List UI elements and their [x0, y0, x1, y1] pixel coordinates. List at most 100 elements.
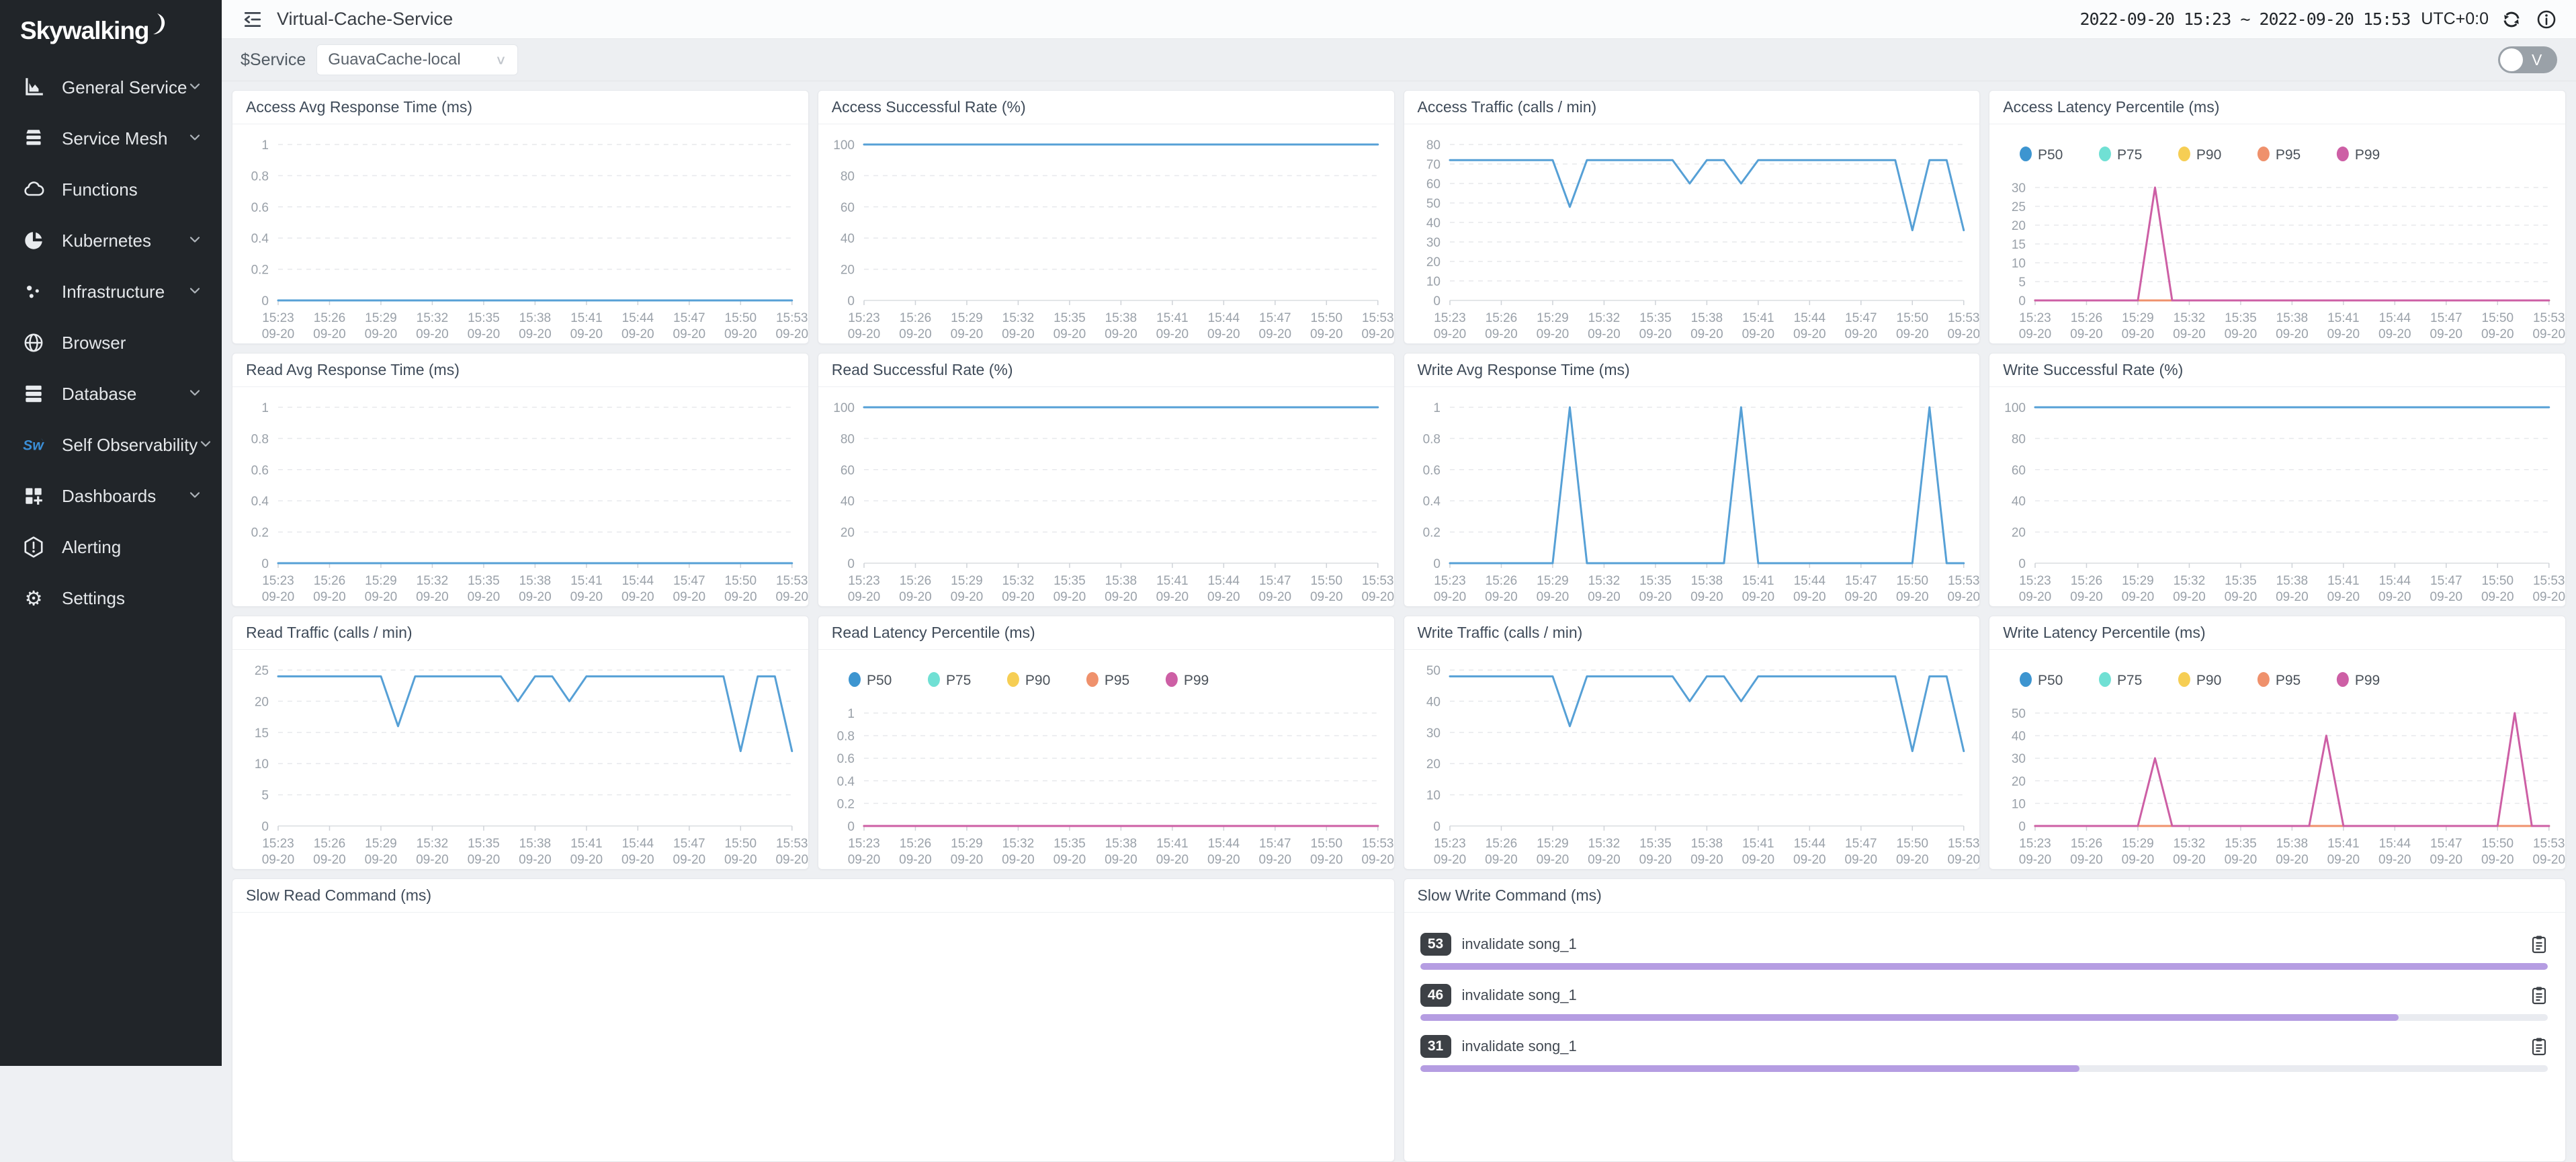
svg-text:09-20: 09-20 [2019, 327, 2052, 341]
svg-text:15:29: 15:29 [951, 311, 983, 325]
svg-text:0.8: 0.8 [836, 730, 854, 744]
sidebar-item-service-mesh[interactable]: Service Mesh [0, 113, 222, 164]
svg-text:40: 40 [1426, 216, 1440, 231]
svg-text:09-20: 09-20 [2327, 853, 2360, 867]
svg-text:15:41: 15:41 [570, 311, 603, 325]
svg-text:09-20: 09-20 [2378, 590, 2411, 604]
copy-clipboard-icon[interactable] [2530, 1036, 2548, 1056]
svg-text:15:32: 15:32 [417, 837, 449, 851]
svg-text:09-20: 09-20 [2481, 853, 2514, 867]
svg-text:09-20: 09-20 [1002, 853, 1035, 867]
svg-text:P90: P90 [2196, 673, 2221, 688]
svg-text:09-20: 09-20 [2327, 327, 2360, 341]
svg-text:5: 5 [2019, 276, 2026, 290]
database-icon [22, 382, 46, 406]
panel-title-write-successful-rate: Write Successful Rate (%) [1989, 354, 2565, 387]
svg-text:09-20: 09-20 [673, 853, 706, 867]
svg-text:15:35: 15:35 [1639, 837, 1672, 851]
svg-text:09-20: 09-20 [262, 327, 295, 341]
svg-text:15:53: 15:53 [1362, 837, 1394, 851]
svg-text:09-20: 09-20 [950, 590, 983, 604]
logo-text: Skywalking [20, 17, 150, 44]
svg-text:80: 80 [2012, 432, 2026, 446]
svg-text:09-20: 09-20 [468, 327, 501, 341]
sidebar-item-general-service[interactable]: General Service [0, 62, 222, 113]
svg-text:09-20: 09-20 [1433, 327, 1466, 341]
info-icon[interactable] [2534, 7, 2559, 32]
copy-clipboard-icon[interactable] [2530, 934, 2548, 954]
svg-text:09-20: 09-20 [416, 327, 449, 341]
line-chart-write-avg-response-time: 0 0.2 0.4 0.6 0.8 1 15:23 09-20 15:26 09-20 15:29 0… [1422, 401, 1979, 604]
charts-grid: Access Avg Response Time (ms) 0 0.2 0.4 0.6 0… [222, 81, 2576, 1162]
collapse-sidebar-icon[interactable] [239, 6, 266, 33]
svg-text:09-20: 09-20 [899, 590, 932, 604]
svg-text:0: 0 [1433, 294, 1441, 308]
skywalking-logo[interactable]: Skywalking [0, 0, 222, 62]
svg-text:15:23: 15:23 [262, 574, 294, 588]
svg-text:30: 30 [2012, 752, 2026, 766]
svg-text:15:29: 15:29 [365, 311, 397, 325]
svg-text:15:35: 15:35 [1639, 311, 1672, 325]
edit-mode-toggle[interactable]: V [2498, 46, 2557, 73]
svg-text:30: 30 [1426, 727, 1440, 741]
svg-text:⚙: ⚙ [25, 588, 43, 610]
svg-text:15:53: 15:53 [776, 837, 808, 851]
svg-text:15:23: 15:23 [848, 574, 880, 588]
svg-text:09-20: 09-20 [2173, 327, 2206, 341]
sidebar-item-functions[interactable]: Functions [0, 164, 222, 215]
duration-badge: 46 [1420, 984, 1451, 1007]
sidebar-item-dashboards[interactable]: Dashboards [0, 470, 222, 522]
svg-text:15:32: 15:32 [1588, 311, 1620, 325]
svg-text:09-20: 09-20 [1156, 590, 1189, 604]
svg-text:09-20: 09-20 [724, 853, 757, 867]
svg-text:15:23: 15:23 [1434, 837, 1466, 851]
sidebar-item-alerting[interactable]: Alerting [0, 522, 222, 573]
svg-text:09-20: 09-20 [2070, 590, 2103, 604]
svg-text:09-20: 09-20 [2533, 327, 2565, 341]
svg-text:09-20: 09-20 [1844, 590, 1877, 604]
svg-text:0: 0 [1433, 557, 1441, 571]
sidebar-item-browser[interactable]: Browser [0, 317, 222, 368]
line-chart-access-successful-rate: 0 20 40 60 80 100 15:23 09-20 15:26 09-20 15:29 09-… [833, 138, 1393, 341]
service-variable-label: $Service [241, 50, 306, 69]
svg-text:09-20: 09-20 [2122, 853, 2155, 867]
svg-text:15:35: 15:35 [1054, 311, 1086, 325]
time-range[interactable]: 2022-09-20 15:23 ~ 2022-09-20 15:53 [2079, 9, 2411, 29]
line-chart-access-avg-response-time: 0 0.2 0.4 0.6 0.8 1 15:23 09-20 15:26 09-20 15:29 0… [251, 138, 808, 341]
svg-text:15:23: 15:23 [2019, 574, 2051, 588]
line-chart-write-latency-percentile: 0 10 20 30 40 50 15:23 09-20 15:26 09-20 15:29 09-2… [2012, 672, 2565, 867]
svg-text:15:26: 15:26 [1485, 837, 1517, 851]
sidebar-item-database[interactable]: Database [0, 368, 222, 419]
svg-text:09-20: 09-20 [1258, 327, 1291, 341]
svg-text:15:50: 15:50 [2482, 837, 2514, 851]
svg-text:15:50: 15:50 [725, 311, 757, 325]
svg-text:09-20: 09-20 [1207, 327, 1240, 341]
panel-body-read-successful-rate: 0 20 40 60 80 100 15:23 09-20 15:26 09-20 15:29 09-… [818, 387, 1393, 606]
refresh-icon[interactable] [2499, 7, 2524, 32]
panel-write-latency-percentile: Write Latency Percentile (ms) 0 10 20 30 40 50… [1989, 616, 2566, 870]
svg-text:25: 25 [2012, 200, 2026, 214]
svg-text:15:38: 15:38 [1690, 574, 1723, 588]
svg-text:15:23: 15:23 [1434, 311, 1466, 325]
svg-text:09-20: 09-20 [2019, 853, 2052, 867]
svg-text:50: 50 [1426, 197, 1440, 211]
sidebar-item-kubernetes[interactable]: Kubernetes [0, 215, 222, 266]
sidebar-item-settings[interactable]: ⚙ Settings [0, 573, 222, 624]
svg-text:15:29: 15:29 [1537, 311, 1569, 325]
panel-title-read-successful-rate: Read Successful Rate (%) [818, 354, 1394, 387]
svg-text:15:53: 15:53 [776, 311, 808, 325]
svg-text:09-20: 09-20 [570, 853, 603, 867]
svg-text:09-20: 09-20 [950, 853, 983, 867]
service-select[interactable]: GuavaCache-local ∨ [316, 44, 519, 75]
svg-text:15:47: 15:47 [2430, 837, 2462, 851]
svg-text:09-20: 09-20 [1485, 327, 1518, 341]
copy-clipboard-icon[interactable] [2530, 985, 2548, 1005]
panel-title-read-latency-percentile: Read Latency Percentile (ms) [818, 616, 1394, 650]
svg-text:09-20: 09-20 [673, 590, 706, 604]
sidebar-item-infrastructure[interactable]: Infrastructure [0, 266, 222, 317]
svg-text:15:50: 15:50 [1896, 837, 1928, 851]
chevron-down-icon [187, 231, 203, 251]
svg-text:15:35: 15:35 [468, 311, 500, 325]
panel-body-access-traffic: 0 10 20 30 40 50 60 70 80 15:23 09-20 15:26 09-20 15:… [1404, 124, 1979, 343]
sidebar-item-self-observability[interactable]: Sw Self Observability [0, 419, 222, 470]
